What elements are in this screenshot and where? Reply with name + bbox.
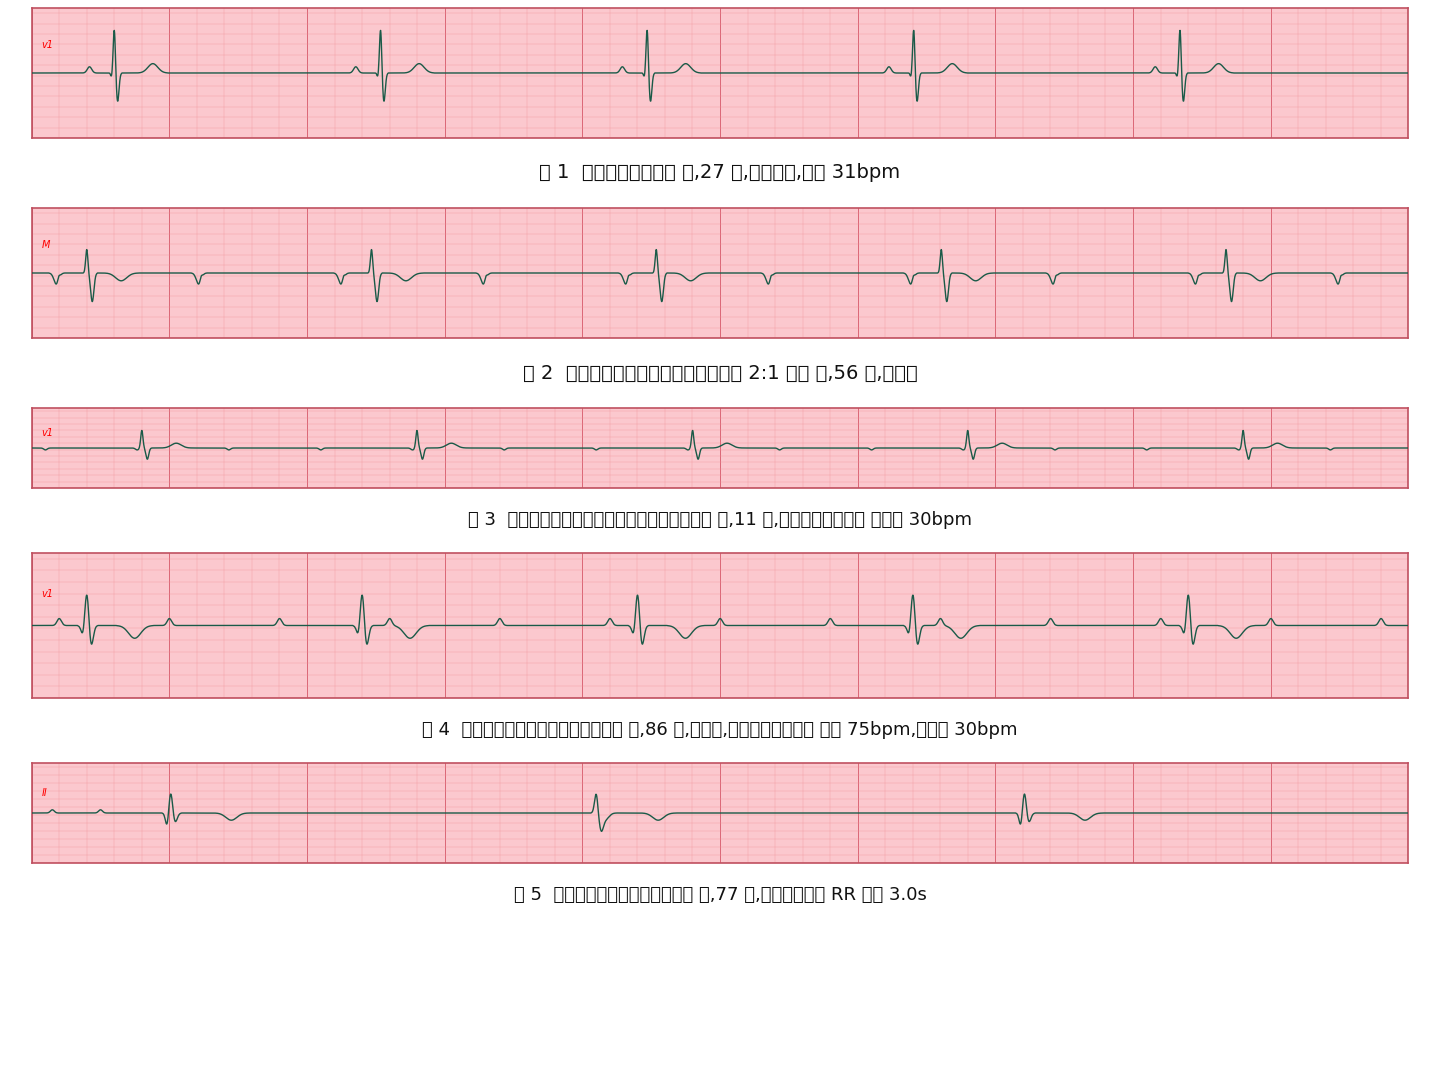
Text: 图 2  显著心动过缓伴二度房室传导阻滞 2:1 下传 女,56 岁,心肌病: 图 2 显著心动过缓伴二度房室传导阻滞 2:1 下传 女,56 岁,心肌病 bbox=[523, 364, 917, 382]
Text: 图 3  三度房室传导阻滞伴过缓的交界性逃搏心律 女,11 岁,先心病。窦性心律 心室率 30bpm: 图 3 三度房室传导阻滞伴过缓的交界性逃搏心律 女,11 岁,先心病。窦性心律 … bbox=[468, 512, 972, 529]
Text: v1: v1 bbox=[42, 590, 53, 599]
Text: v1: v1 bbox=[42, 428, 53, 438]
Text: M: M bbox=[42, 241, 50, 251]
Text: v1: v1 bbox=[42, 40, 53, 51]
Text: 图 4  三度房室传导阻滞伴室性逃搏心律 女,86 岁,冠心病,糖尿病。窦性心律 心率 75bpm,心室率 30bpm: 图 4 三度房室传导阻滞伴室性逃搏心律 女,86 岁,冠心病,糖尿病。窦性心律 … bbox=[422, 721, 1018, 740]
Text: 图 5  窦性停搏伴双源室性逃搏心律 男,77 岁,重症肺炎。长 RR 间期 3.0s: 图 5 窦性停搏伴双源室性逃搏心律 男,77 岁,重症肺炎。长 RR 间期 3.… bbox=[514, 887, 926, 904]
Text: II: II bbox=[42, 788, 48, 798]
Text: 图 1  显著窦性心动过缓 男,27 岁,运动健将,心率 31bpm: 图 1 显著窦性心动过缓 男,27 岁,运动健将,心率 31bpm bbox=[540, 163, 900, 183]
